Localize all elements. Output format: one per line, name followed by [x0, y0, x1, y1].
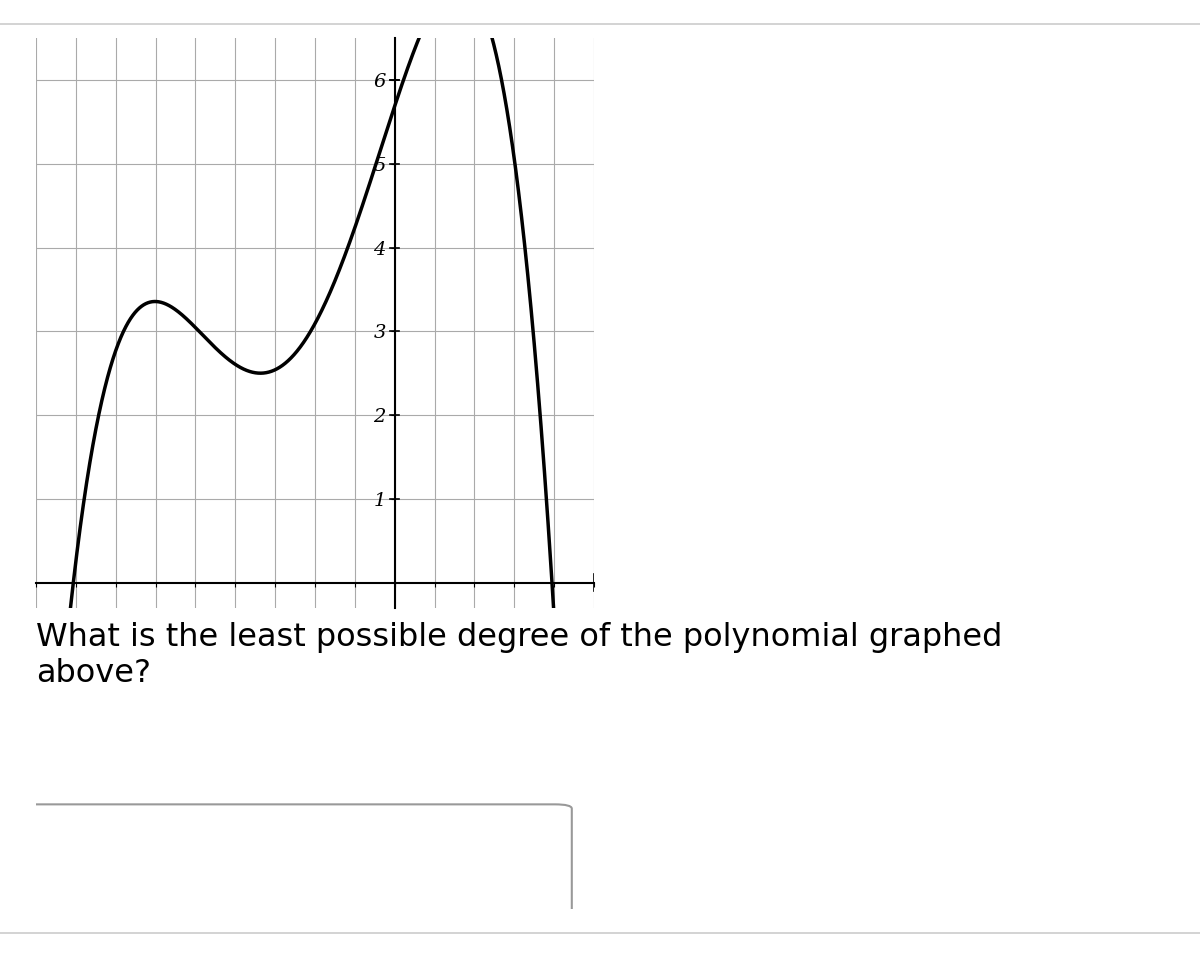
Text: What is the least possible degree of the polynomial graphed
above?: What is the least possible degree of the… [36, 622, 1002, 689]
FancyBboxPatch shape [19, 804, 571, 913]
